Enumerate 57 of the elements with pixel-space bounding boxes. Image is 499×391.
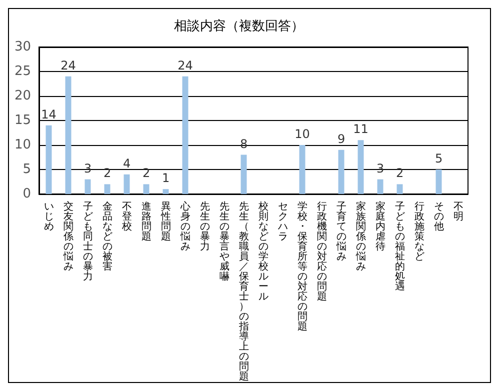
x-tick-label: 金品などの被害 bbox=[102, 200, 112, 272]
data-label: 24 bbox=[178, 58, 193, 72]
x-tick-label: 家族関係の悩み bbox=[354, 200, 366, 272]
x-tick-label: 心身の悩み bbox=[179, 200, 190, 252]
y-tick-label: 0 bbox=[22, 186, 31, 202]
data-label: 11 bbox=[353, 122, 368, 136]
data-label: 5 bbox=[434, 152, 443, 166]
y-tick-label: 20 bbox=[14, 88, 31, 104]
chart-title: 相談内容（複数回答） bbox=[174, 18, 304, 34]
y-tick-label: 10 bbox=[14, 138, 31, 152]
data-label: 2 bbox=[103, 166, 112, 180]
bar bbox=[182, 76, 188, 194]
x-tick-label: 家庭内虐待 bbox=[375, 200, 386, 252]
category-label: 先生（教職員／保育士）の指導上の問題 bbox=[238, 202, 249, 382]
category-label: 学校・保育所等の対応の問題 bbox=[297, 202, 308, 332]
bar bbox=[143, 184, 150, 194]
bar bbox=[299, 145, 306, 194]
data-label: 24 bbox=[60, 58, 76, 72]
bar bbox=[46, 125, 52, 194]
x-tick-label: 不明 bbox=[453, 202, 464, 222]
x-tick-label: いじめ bbox=[44, 202, 54, 232]
bar bbox=[240, 154, 247, 194]
y-tick-label: 25 bbox=[14, 64, 31, 79]
data-label: 2 bbox=[396, 166, 404, 180]
x-tick-label: 交友関係の悩み bbox=[62, 200, 74, 272]
bar bbox=[162, 189, 169, 194]
x-tick-label: 進路問題 bbox=[141, 200, 152, 242]
y-tick-label: 5 bbox=[22, 162, 31, 177]
data-label: 2 bbox=[142, 166, 150, 180]
bar bbox=[124, 174, 130, 194]
data-label: 9 bbox=[337, 132, 346, 146]
category-label: 校則などの学校ルール bbox=[258, 202, 268, 302]
x-tick-label: 不登校 bbox=[120, 202, 132, 232]
bar bbox=[436, 170, 442, 194]
bar bbox=[104, 184, 110, 194]
data-label: 1 bbox=[162, 171, 170, 186]
y-tick-label: 15 bbox=[14, 113, 31, 128]
x-tick-label: 先生の暴言や威嚇 bbox=[219, 200, 230, 282]
x-tick-label: セクハラ bbox=[276, 202, 288, 242]
x-tick-label: 子ども同士の暴力 bbox=[82, 202, 93, 282]
data-label: 14 bbox=[41, 107, 56, 122]
category-label: 子どもの福祉的処遇 bbox=[394, 202, 405, 292]
x-tick-label: その他 bbox=[434, 202, 444, 232]
bar bbox=[358, 140, 364, 194]
x-tick-label: 先生の暴力 bbox=[200, 200, 210, 252]
x-tick-label: 異性問題 bbox=[160, 202, 171, 242]
data-label: 4 bbox=[122, 156, 131, 170]
bar bbox=[396, 184, 403, 194]
bar bbox=[338, 150, 344, 194]
bar bbox=[377, 179, 384, 194]
data-label: 10 bbox=[294, 127, 310, 141]
category-label: 行政機関の対応の問題 bbox=[316, 202, 327, 302]
x-tick-label: 子育ての悩み bbox=[335, 202, 346, 262]
bar bbox=[65, 76, 72, 194]
y-tick-label: 30 bbox=[14, 40, 31, 54]
x-tick-label: 行政施策など bbox=[414, 202, 424, 262]
bar bbox=[84, 179, 91, 194]
